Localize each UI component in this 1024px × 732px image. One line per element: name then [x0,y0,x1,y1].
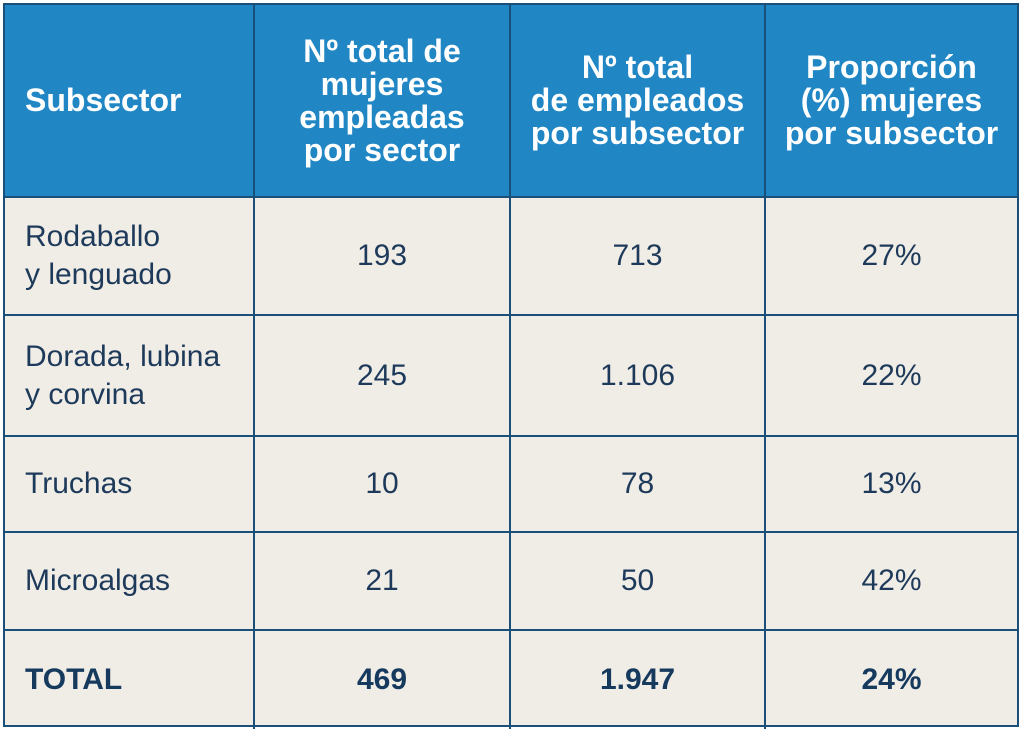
cell-employees: 50 [510,532,766,631]
header-women-employed: Nº total de mujeres empleadas por sector [254,5,511,198]
header-total-employees: Nº total de empleados por subsector [510,5,766,198]
total-women: 469 [254,630,511,729]
total-row: TOTAL 469 1.947 24% [5,630,1017,729]
cell-proportion: 22% [765,315,1017,437]
cell-women: 193 [254,197,511,316]
cell-subsector: Dorada, lubina y corvina [5,315,255,437]
cell-employees: 713 [510,197,766,316]
header-women-proportion: Proporción (%) mujeres por subsector [765,5,1017,198]
total-label: TOTAL [5,630,255,729]
header-subsector: Subsector [5,5,255,198]
table-row: Truchas 10 78 13% [5,436,1017,533]
cell-subsector: Rodaballo y lenguado [5,197,255,316]
cell-women: 10 [254,436,511,533]
table-row: Dorada, lubina y corvina 245 1.106 22% [5,315,1017,437]
data-table-frame: Subsector Nº total de mujeres empleadas … [3,3,1019,729]
cell-employees: 1.106 [510,315,766,437]
cell-women: 21 [254,532,511,631]
cell-subsector: Truchas [5,436,255,533]
total-employees: 1.947 [510,630,766,729]
cell-women: 245 [254,315,511,437]
table-row: Rodaballo y lenguado 193 713 27% [5,197,1017,316]
total-proportion: 24% [861,663,922,696]
header-row: Subsector Nº total de mujeres empleadas … [5,5,1017,198]
cell-proportion: 42% [765,532,1017,631]
cell-proportion: 13% [765,436,1017,533]
cell-employees: 78 [510,436,766,533]
cell-subsector: Microalgas [5,532,255,631]
table-row: Microalgas 21 50 42% [5,532,1017,631]
subsector-employment-table: Subsector Nº total de mujeres empleadas … [5,5,1017,729]
cell-proportion: 27% [765,197,1017,316]
